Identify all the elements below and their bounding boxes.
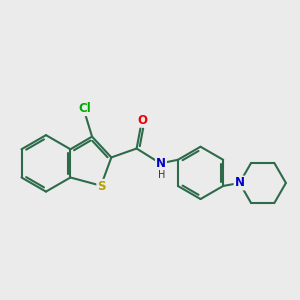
Text: N: N	[156, 158, 166, 170]
Text: S: S	[97, 180, 106, 193]
Text: N: N	[235, 176, 244, 190]
Text: O: O	[138, 114, 148, 127]
Text: Cl: Cl	[78, 102, 91, 115]
Text: H: H	[158, 170, 165, 180]
